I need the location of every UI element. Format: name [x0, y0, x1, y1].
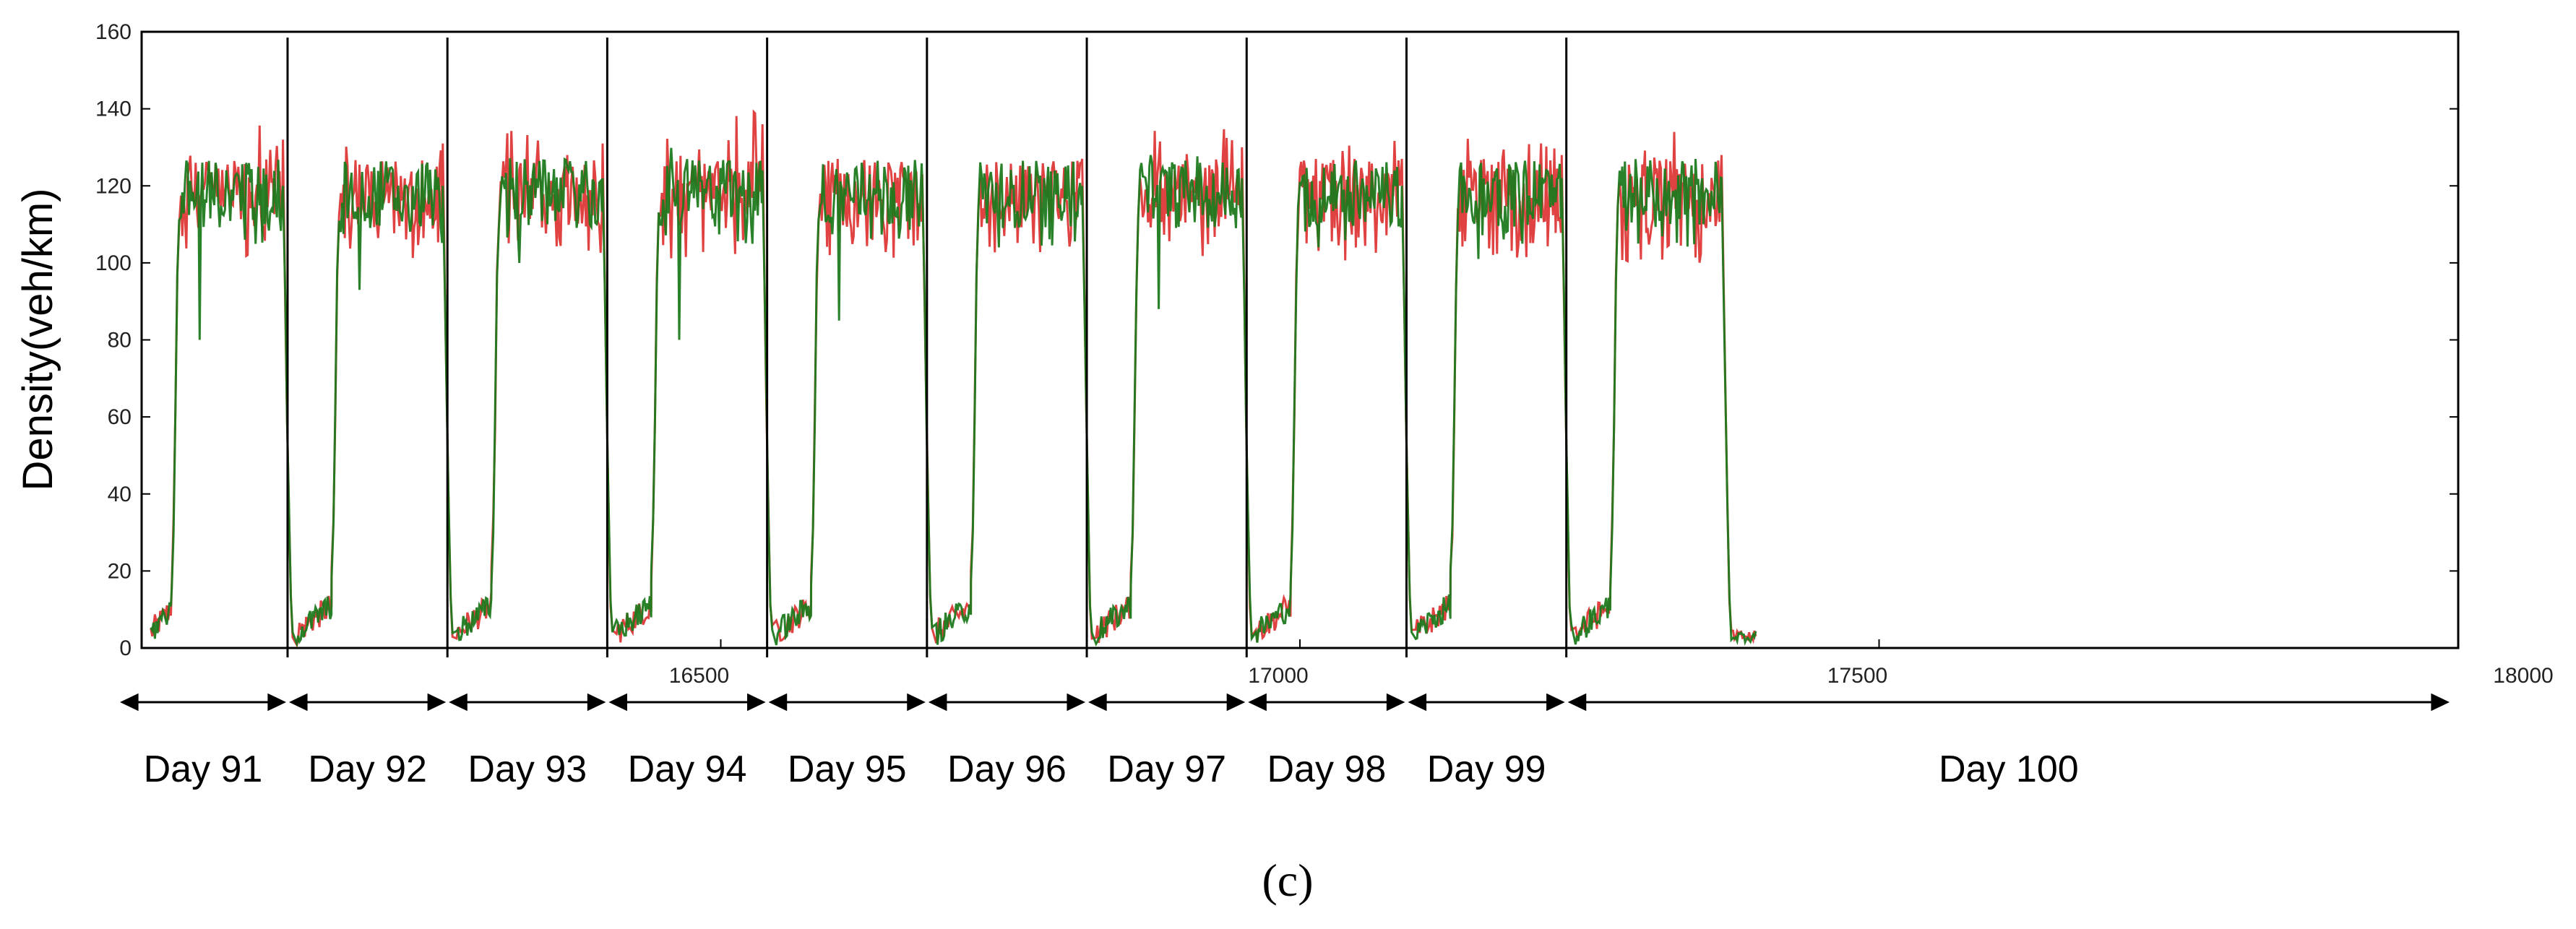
- day-label: Day 92: [308, 748, 427, 790]
- figure-caption: (c): [1262, 855, 1313, 906]
- day-label: Day 91: [144, 748, 263, 790]
- day-range-arrowhead-left: [1088, 693, 1107, 712]
- day-label: Day 97: [1107, 748, 1226, 790]
- day-range-arrowhead-right: [267, 693, 286, 712]
- x-tick-label: 17000: [1248, 664, 1308, 688]
- y-tick-label: 20: [108, 559, 132, 583]
- y-tick-label: 100: [95, 251, 132, 275]
- y-tick-label: 80: [108, 329, 132, 353]
- y-axis-ticks: 0 20 40 60 80 100 120 140 160: [95, 20, 2458, 660]
- day-range-arrowhead-left: [288, 693, 308, 712]
- plot-area-frame: [140, 30, 2460, 649]
- series-green-line: [150, 147, 1757, 648]
- y-tick-label: 140: [95, 98, 132, 121]
- day-range-arrowhead-left: [928, 693, 947, 712]
- day-range-arrowhead-right: [427, 693, 447, 712]
- day-range-arrowhead-left: [1567, 693, 1587, 712]
- day-range-arrowhead-right: [1067, 693, 1086, 712]
- day-label: Day 100: [1939, 748, 2079, 790]
- y-tick-label: 40: [108, 483, 132, 506]
- y-tick-label: 160: [95, 20, 132, 44]
- day-label: Day 94: [628, 748, 747, 790]
- day-range-arrowhead-right: [587, 693, 606, 712]
- day-range-arrowhead-right: [2431, 693, 2450, 712]
- day-range-arrowhead-right: [907, 693, 926, 712]
- series-layer: [150, 109, 1757, 649]
- day-label: Day 99: [1427, 748, 1546, 790]
- y-tick-label: 120: [95, 174, 132, 198]
- day-label: Day 93: [468, 748, 587, 790]
- day-range-arrowhead-left: [608, 693, 628, 712]
- x-tick-label: 17500: [1827, 664, 1887, 688]
- day-range-arrowhead-left: [449, 693, 468, 712]
- day-range-arrowhead-left: [1248, 693, 1267, 712]
- day-range-arrowhead-right: [1546, 693, 1565, 712]
- y-tick-label: 0: [119, 636, 132, 660]
- day-label: Day 96: [947, 748, 1067, 790]
- day-range-arrowhead-left: [120, 693, 139, 712]
- x-axis-ticks: 16500 17000 17500 18000: [669, 639, 2554, 688]
- x-tick-label: 16500: [669, 664, 729, 688]
- y-tick-label: 60: [108, 405, 132, 429]
- day-range-arrowhead-right: [1226, 693, 1246, 712]
- day-range-arrows: Day 91 Day 92 Day 93 Day 94 Day 95 Day 96 Day …: [120, 693, 2450, 790]
- day-separators: [286, 38, 1568, 657]
- day-range-arrowhead-left: [768, 693, 788, 712]
- day-label: Day 95: [788, 748, 907, 790]
- day-range-arrowhead-right: [747, 693, 766, 712]
- day-range-arrowhead-right: [1386, 693, 1405, 712]
- day-range-arrowhead-left: [1408, 693, 1427, 712]
- day-label: Day 98: [1267, 748, 1386, 790]
- x-tick-label: 18000: [2493, 664, 2553, 688]
- y-axis-label: Density(veh/km): [14, 189, 61, 491]
